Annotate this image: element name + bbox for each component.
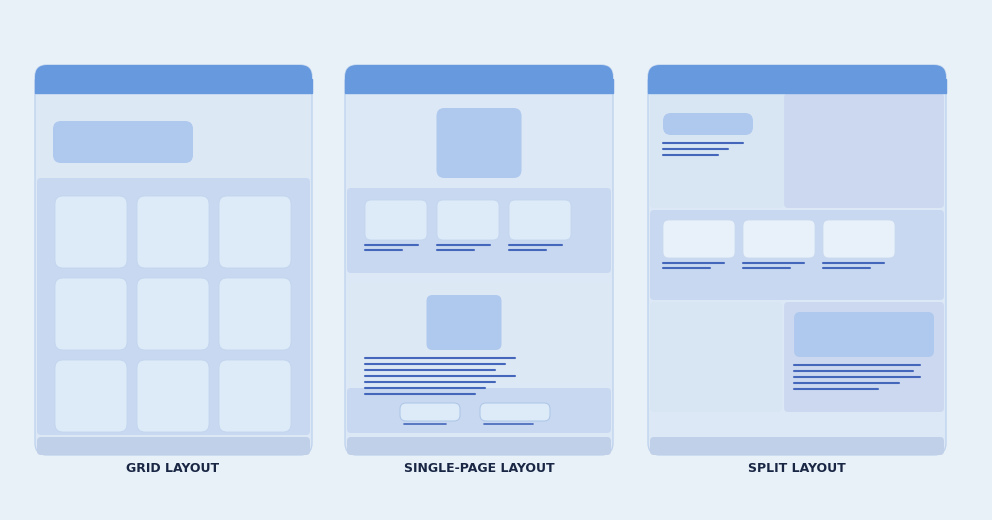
FancyBboxPatch shape	[55, 196, 127, 268]
Bar	[648, 79, 946, 93]
FancyBboxPatch shape	[650, 437, 944, 455]
FancyBboxPatch shape	[219, 196, 291, 268]
Text: SINGLE-PAGE LAYOUT: SINGLE-PAGE LAYOUT	[404, 462, 555, 474]
FancyBboxPatch shape	[219, 278, 291, 350]
FancyBboxPatch shape	[137, 278, 209, 350]
FancyBboxPatch shape	[427, 295, 502, 350]
FancyBboxPatch shape	[347, 188, 611, 273]
FancyBboxPatch shape	[37, 93, 310, 178]
FancyBboxPatch shape	[650, 210, 944, 300]
FancyBboxPatch shape	[347, 388, 611, 433]
FancyBboxPatch shape	[509, 200, 571, 240]
FancyBboxPatch shape	[436, 108, 522, 178]
FancyBboxPatch shape	[345, 65, 613, 93]
FancyBboxPatch shape	[400, 403, 460, 421]
FancyBboxPatch shape	[347, 437, 611, 455]
Text: GRID LAYOUT: GRID LAYOUT	[126, 462, 219, 474]
FancyBboxPatch shape	[37, 178, 310, 435]
FancyBboxPatch shape	[743, 220, 815, 258]
FancyBboxPatch shape	[650, 93, 784, 208]
FancyBboxPatch shape	[650, 302, 782, 412]
FancyBboxPatch shape	[55, 278, 127, 350]
FancyBboxPatch shape	[37, 437, 310, 455]
FancyBboxPatch shape	[219, 360, 291, 432]
FancyBboxPatch shape	[347, 283, 611, 383]
FancyBboxPatch shape	[365, 200, 427, 240]
Bar	[35, 79, 312, 93]
FancyBboxPatch shape	[35, 65, 312, 93]
FancyBboxPatch shape	[437, 200, 499, 240]
FancyBboxPatch shape	[648, 65, 946, 455]
FancyBboxPatch shape	[784, 302, 944, 412]
FancyBboxPatch shape	[137, 360, 209, 432]
FancyBboxPatch shape	[648, 65, 946, 93]
Bar	[345, 79, 613, 93]
FancyBboxPatch shape	[663, 220, 735, 258]
FancyBboxPatch shape	[784, 93, 944, 208]
FancyBboxPatch shape	[663, 113, 753, 135]
FancyBboxPatch shape	[55, 360, 127, 432]
FancyBboxPatch shape	[480, 403, 550, 421]
FancyBboxPatch shape	[795, 312, 934, 357]
FancyBboxPatch shape	[137, 196, 209, 268]
Text: SPLIT LAYOUT: SPLIT LAYOUT	[748, 462, 846, 474]
FancyBboxPatch shape	[53, 121, 193, 163]
FancyBboxPatch shape	[35, 65, 312, 455]
FancyBboxPatch shape	[823, 220, 895, 258]
FancyBboxPatch shape	[345, 65, 613, 455]
